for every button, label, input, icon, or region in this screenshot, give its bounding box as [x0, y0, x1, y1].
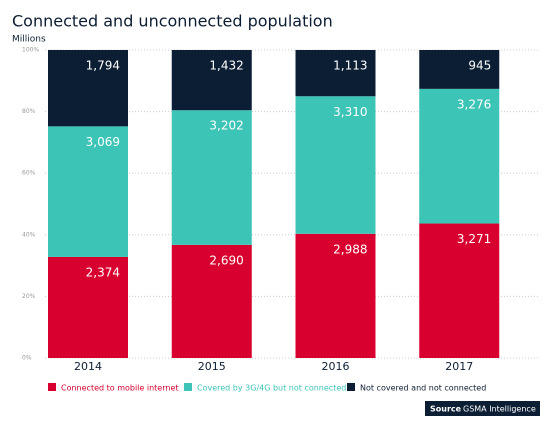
- y-tick-label: 60%: [22, 170, 36, 177]
- bar-segment: [171, 50, 252, 111]
- bar-segment: [419, 223, 500, 358]
- data-label: 1,432: [209, 59, 243, 73]
- y-tick-label: 20%: [22, 293, 36, 300]
- bar-segment: [419, 50, 500, 89]
- bar-segment: [48, 126, 128, 257]
- bar-segment: [295, 50, 376, 97]
- y-tick-label: 40%: [22, 231, 36, 238]
- bar-segment: [295, 96, 376, 234]
- chart-subtitle: Millions: [12, 35, 46, 45]
- source-label: Source: [430, 405, 462, 414]
- legend-label: Covered by 3G/4G but not connected: [197, 384, 346, 393]
- data-label: 3,202: [209, 119, 243, 133]
- bar-segment: [419, 88, 500, 224]
- x-tick-label: 2015: [198, 360, 226, 373]
- bar-segment: [48, 50, 128, 127]
- data-label: 2,690: [209, 253, 243, 267]
- data-label: 1,794: [86, 59, 120, 73]
- x-tick-label: 2016: [322, 360, 350, 373]
- chart-title: Connected and unconnected population: [12, 12, 333, 31]
- data-label: 945: [468, 59, 491, 73]
- bar-segment: [171, 110, 252, 245]
- legend-label: Connected to mobile internet: [61, 384, 179, 393]
- y-tick-label: 100%: [22, 47, 39, 54]
- data-label: 1,113: [333, 59, 367, 73]
- x-tick-label: 2017: [445, 360, 473, 373]
- y-tick-label: 80%: [22, 108, 36, 115]
- legend-label: Not covered and not connected: [360, 384, 486, 393]
- source-box: [425, 401, 540, 416]
- bar-segment: [295, 233, 376, 358]
- legend-swatch: [48, 383, 56, 391]
- data-label: 3,310: [333, 105, 367, 119]
- data-label: 3,271: [457, 232, 491, 246]
- data-label: 3,276: [457, 97, 491, 111]
- bar-segment: [48, 256, 128, 358]
- y-tick-label: 0%: [22, 355, 32, 362]
- x-tick-label: 2014: [74, 360, 102, 373]
- bar-segment: [171, 244, 252, 358]
- data-label: 2,988: [333, 242, 367, 256]
- legend-swatch: [184, 383, 192, 391]
- source-text: GSMA Intelligence: [463, 405, 536, 414]
- data-label: 3,069: [86, 135, 120, 149]
- legend-swatch: [347, 383, 355, 391]
- data-label: 2,374: [86, 265, 120, 279]
